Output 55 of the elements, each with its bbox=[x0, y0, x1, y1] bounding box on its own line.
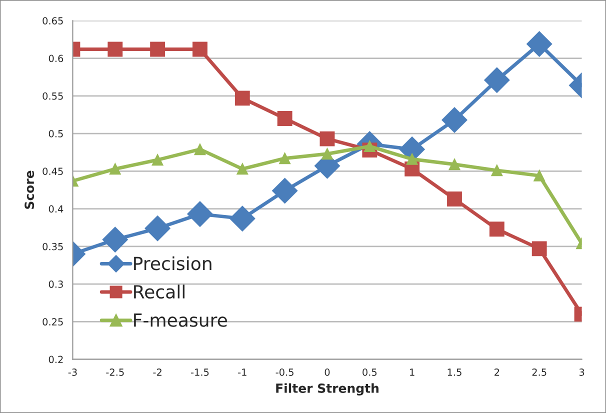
point bbox=[236, 163, 248, 175]
y-tick-label: 0.25 bbox=[42, 318, 63, 326]
point bbox=[489, 222, 504, 237]
point bbox=[447, 192, 462, 206]
point bbox=[279, 152, 291, 164]
x-tick-label: 0.5 bbox=[362, 368, 377, 376]
point bbox=[187, 201, 213, 227]
point bbox=[322, 148, 333, 160]
x-axis-title: Filter Strength bbox=[276, 383, 378, 396]
y-tick-label: 0.6 bbox=[48, 54, 64, 62]
point bbox=[150, 42, 166, 57]
point bbox=[234, 90, 250, 106]
point bbox=[194, 144, 206, 156]
point bbox=[152, 154, 164, 166]
point bbox=[108, 42, 123, 57]
y-tick-label: 0.4 bbox=[48, 205, 64, 213]
x-tick-label: -1 bbox=[238, 368, 246, 376]
point bbox=[320, 131, 335, 146]
x-tick-label: 1 bbox=[410, 368, 414, 376]
point bbox=[532, 241, 547, 256]
y-tick-label: 0.65 bbox=[42, 17, 63, 24]
y-tick-label: 0.55 bbox=[42, 92, 63, 100]
point bbox=[144, 216, 170, 242]
y-tick-label: 0.3 bbox=[48, 280, 63, 288]
point bbox=[102, 226, 128, 252]
y-tick-label: 0.5 bbox=[48, 130, 63, 138]
point bbox=[534, 170, 546, 182]
x-tick-label: -2 bbox=[153, 368, 162, 376]
legend-label: Recall bbox=[134, 284, 184, 299]
x-tick-label: 2 bbox=[494, 368, 500, 376]
x-tick-label: -0.5 bbox=[276, 368, 294, 376]
point bbox=[272, 178, 298, 204]
point bbox=[192, 42, 208, 57]
x-tick-label: 1.5 bbox=[448, 368, 462, 376]
point bbox=[406, 153, 418, 165]
x-tick-label: 3 bbox=[579, 368, 584, 376]
point bbox=[442, 107, 468, 133]
y-tick-label: 0.2 bbox=[48, 356, 63, 364]
x-tick-label: -2.5 bbox=[106, 368, 124, 376]
point bbox=[526, 31, 552, 57]
point bbox=[277, 111, 292, 126]
y-tick-label: 0.35 bbox=[42, 242, 63, 250]
x-tick-label: 0 bbox=[324, 368, 330, 376]
point bbox=[109, 163, 121, 175]
legend-label: F-measure bbox=[134, 314, 227, 327]
point bbox=[491, 164, 503, 176]
point bbox=[448, 158, 460, 170]
y-axis-title: Score bbox=[24, 170, 34, 209]
legend-label: Precision bbox=[134, 256, 212, 270]
y-tick-label: 0.45 bbox=[42, 168, 63, 175]
point bbox=[484, 67, 510, 93]
x-tick-label: -3 bbox=[68, 368, 77, 376]
x-tick-label: -1.5 bbox=[190, 368, 209, 376]
point bbox=[230, 206, 256, 232]
x-tick-label: 2.5 bbox=[532, 368, 546, 376]
